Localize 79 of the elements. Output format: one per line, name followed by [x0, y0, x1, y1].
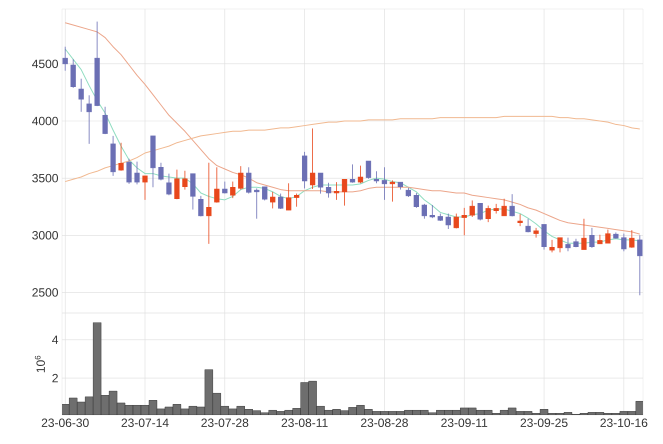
candlestick	[517, 214, 523, 227]
candlestick	[390, 180, 396, 202]
y-tick-label: 2	[52, 374, 58, 382]
x-tick-label: 23-10-16	[600, 418, 648, 428]
candlestick	[230, 181, 236, 199]
candlestick	[462, 207, 467, 236]
candlestick	[118, 142, 124, 172]
candlestick	[605, 229, 611, 244]
candlestick	[270, 191, 276, 209]
candlestick	[158, 162, 164, 181]
y-tick-label: 4000	[32, 116, 58, 126]
candlestick	[470, 200, 475, 218]
candlestick	[430, 204, 435, 219]
candlestick	[382, 166, 388, 200]
candlestick	[478, 202, 483, 221]
candlestick	[214, 166, 220, 204]
candlestick	[557, 237, 563, 253]
candlestick	[86, 94, 92, 144]
y-tick-label: 4	[52, 336, 58, 344]
candlestick	[509, 194, 515, 217]
candlestick	[182, 170, 188, 190]
candlestick	[494, 203, 499, 214]
y-tick-label: 3000	[32, 231, 58, 240]
candlestick	[597, 234, 603, 244]
x-tick-label: 23-07-28	[201, 418, 248, 428]
candlestick	[78, 78, 84, 112]
candlestick	[254, 188, 260, 220]
x-tick-label: 23-09-25	[520, 418, 568, 428]
y-axis-title: 10$^{6}$	[34, 356, 45, 372]
x-tick-label: 23-07-14	[122, 418, 169, 428]
candlestick	[502, 198, 507, 216]
candlestick	[142, 175, 148, 200]
candlestick	[422, 203, 427, 220]
x-tick-label: 23-09-11	[441, 418, 488, 428]
candlestick	[310, 128, 316, 190]
candlestick	[278, 193, 284, 210]
candlestick	[206, 162, 212, 244]
candlestick	[174, 169, 180, 200]
x-tick-label: 23-08-28	[361, 418, 408, 428]
candlestick	[238, 166, 244, 190]
candlestick	[62, 46, 68, 72]
candlestick	[198, 195, 204, 217]
candlestick	[350, 164, 356, 184]
candlestick	[525, 218, 531, 233]
candlestick	[326, 182, 332, 198]
candlestick	[565, 237, 571, 252]
candlestick	[102, 106, 108, 135]
candlestick	[246, 166, 252, 194]
candlestick	[549, 239, 555, 253]
candlestick	[190, 173, 196, 210]
candlestick	[581, 218, 587, 250]
candlestick	[414, 192, 419, 208]
candlestick	[621, 233, 626, 252]
candlestick	[286, 182, 292, 211]
candlestick	[589, 227, 595, 248]
candlestick	[486, 205, 491, 223]
candlestick	[366, 160, 372, 180]
candlestick	[533, 227, 539, 238]
candlestick	[541, 224, 547, 250]
candlestick	[406, 187, 412, 198]
candlestick	[166, 173, 172, 196]
candlestick	[358, 165, 364, 184]
x-tick-label: 23-06-30	[42, 418, 89, 428]
y-tick-label: 4500	[32, 60, 58, 68]
candlestick	[374, 170, 380, 184]
candlestick	[126, 158, 132, 184]
y-tick-label: 2500	[32, 288, 58, 297]
candlestick	[134, 161, 140, 185]
candlestick	[454, 213, 459, 229]
candlestick	[70, 58, 76, 88]
candlestick	[294, 193, 300, 208]
candlestick	[446, 213, 451, 230]
y-tick-label: 3500	[32, 174, 58, 182]
candlestick	[262, 186, 268, 201]
candlestick	[629, 230, 634, 248]
candlestick	[318, 172, 324, 194]
candlestick	[334, 182, 340, 200]
x-tick-label: 23-08-11	[282, 418, 328, 428]
candlestick	[342, 178, 348, 206]
